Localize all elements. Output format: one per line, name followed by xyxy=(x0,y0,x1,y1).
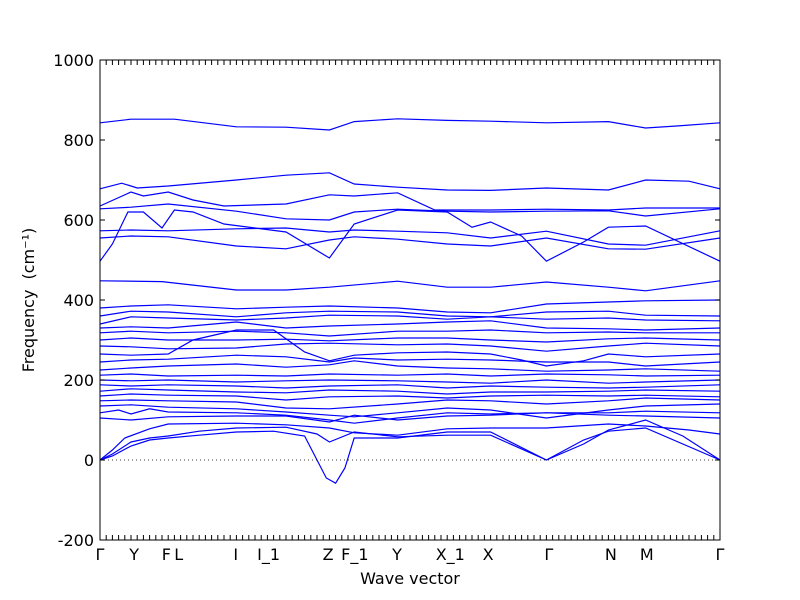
band-21 xyxy=(99,384,721,389)
band-17 xyxy=(99,354,721,367)
y-tick-label: 0 xyxy=(84,451,94,470)
band-3 xyxy=(99,191,720,211)
x-tick-label: L xyxy=(174,545,183,564)
band-9 xyxy=(99,299,721,314)
band-12 xyxy=(99,320,721,331)
x-tick-label: Y xyxy=(391,545,402,564)
band-1 xyxy=(99,118,721,131)
band-series-group xyxy=(99,118,721,485)
band-14 xyxy=(99,337,721,343)
band-5 xyxy=(99,209,721,262)
y-tick-label: 800 xyxy=(63,131,94,150)
x-tick-label: Γ xyxy=(96,545,105,564)
band-29 xyxy=(99,426,721,461)
band-18 xyxy=(99,360,721,372)
y-tick-label: 1000 xyxy=(53,51,94,70)
band-22 xyxy=(99,388,721,395)
x-tick-label: Y xyxy=(128,545,139,564)
x-tick-label: Γ xyxy=(716,545,725,564)
band-7 xyxy=(99,235,721,250)
x-tick-label: N xyxy=(605,545,617,564)
x-tick-label: F_1 xyxy=(341,545,368,565)
x-tick-label: M xyxy=(640,545,654,564)
x-tick-label: I_1 xyxy=(257,545,280,565)
band-20 xyxy=(99,379,721,384)
band-30 xyxy=(99,419,721,485)
band-16 xyxy=(99,329,721,367)
band-11 xyxy=(99,314,721,325)
y-axis-title: Frequency (cm⁻¹) xyxy=(19,228,38,372)
band-26 xyxy=(99,408,721,424)
band-15 xyxy=(99,342,721,352)
y-axis-title-text: Frequency xyxy=(19,290,38,373)
band-24 xyxy=(99,397,721,410)
y-tick-label: -200 xyxy=(58,531,94,550)
x-axis-title: Wave vector xyxy=(360,569,460,588)
plot-frame xyxy=(99,59,721,541)
band-19 xyxy=(99,373,721,377)
x-tick-label: Z xyxy=(323,545,334,564)
band-8 xyxy=(99,280,721,292)
y-tick-label: 400 xyxy=(63,291,94,310)
x-tick-label: F xyxy=(162,545,171,564)
x-tick-label: I xyxy=(233,545,238,564)
x-tick-label: X_1 xyxy=(436,545,465,565)
band-28 xyxy=(99,422,721,461)
band-23 xyxy=(99,393,721,401)
x-axis-ticks: Γ Y F L I I_1 Z F_1 Y X_1 X Γ N M Γ xyxy=(96,60,725,565)
band-13 xyxy=(99,329,720,337)
band-25 xyxy=(99,403,721,419)
band-27 xyxy=(99,412,721,423)
y-tick-label: 600 xyxy=(63,211,94,230)
y-axis-ticks: -200 0 200 400 600 800 1000 xyxy=(53,51,720,550)
y-axis-title-unit: (cm⁻¹) xyxy=(19,228,38,280)
band-4 xyxy=(99,203,721,221)
band-6 xyxy=(99,227,721,246)
y-tick-label: 200 xyxy=(63,371,94,390)
band-10 xyxy=(99,310,721,318)
x-tick-label: Γ xyxy=(544,545,553,564)
x-tick-label: X xyxy=(483,545,494,564)
band-2 xyxy=(99,172,721,192)
